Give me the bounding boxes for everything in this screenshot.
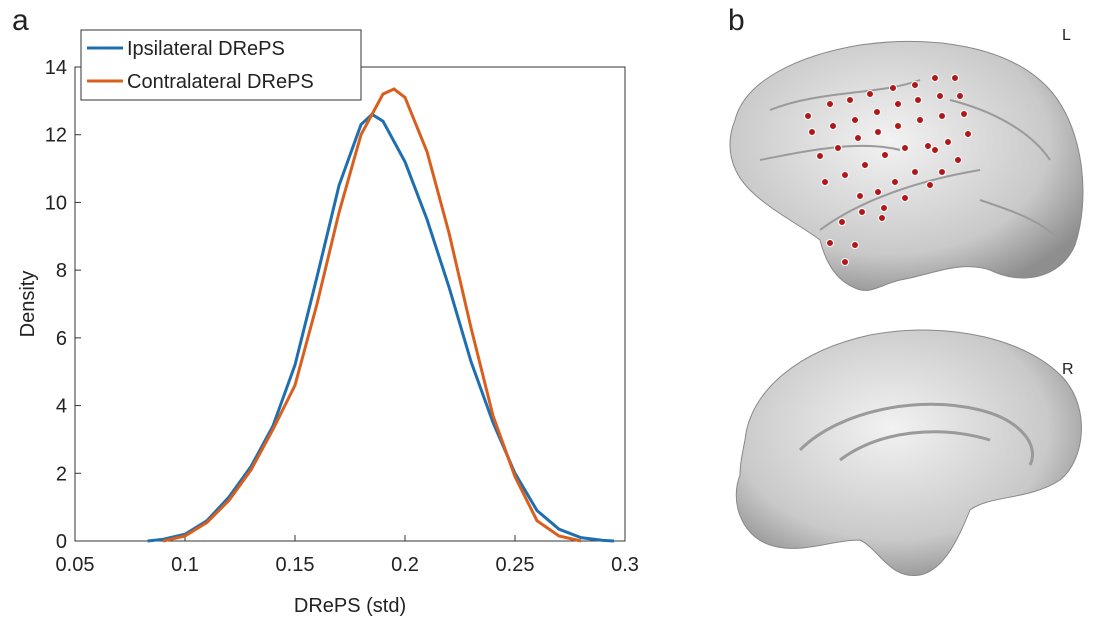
y-tick-label: 2 — [56, 463, 67, 485]
y-tick-label: 14 — [45, 57, 67, 79]
view-label: L — [1062, 27, 1071, 44]
legend: Ipsilateral DRePS Contralateral DRePS — [80, 29, 362, 101]
line-series — [162, 87, 582, 543]
legend-label: Contralateral DRePS — [127, 71, 314, 93]
view-label: R — [1062, 361, 1074, 378]
x-tick-label: 0.3 — [611, 554, 639, 576]
panel-label: b — [728, 4, 745, 37]
x-tick-label: 0.1 — [171, 554, 199, 576]
y-tick-label: 12 — [45, 125, 67, 147]
y-axis-label: Density — [17, 271, 39, 338]
x-tick-label: 0.15 — [276, 554, 315, 576]
y-tick-label: 8 — [56, 260, 67, 282]
legend-box — [80, 29, 362, 101]
x-tick-label: 0.25 — [496, 554, 535, 576]
x-tick-label: 0.2 — [391, 554, 419, 576]
line-series — [147, 112, 615, 543]
y-tick-label: 6 — [56, 328, 67, 350]
plot-frame — [74, 66, 626, 542]
y-tick-label: 4 — [56, 396, 67, 418]
x-axis-label: DRePS (std) — [294, 595, 406, 617]
y-tick-label: 0 — [56, 531, 67, 553]
x-tick-label: 0.05 — [56, 554, 95, 576]
legend-label: Ipsilateral DRePS — [127, 38, 285, 60]
brain-medial — [735, 329, 1082, 577]
panel-label: a — [12, 4, 29, 37]
y-tick-label: 10 — [45, 192, 67, 214]
brain-lateral — [729, 41, 1084, 291]
